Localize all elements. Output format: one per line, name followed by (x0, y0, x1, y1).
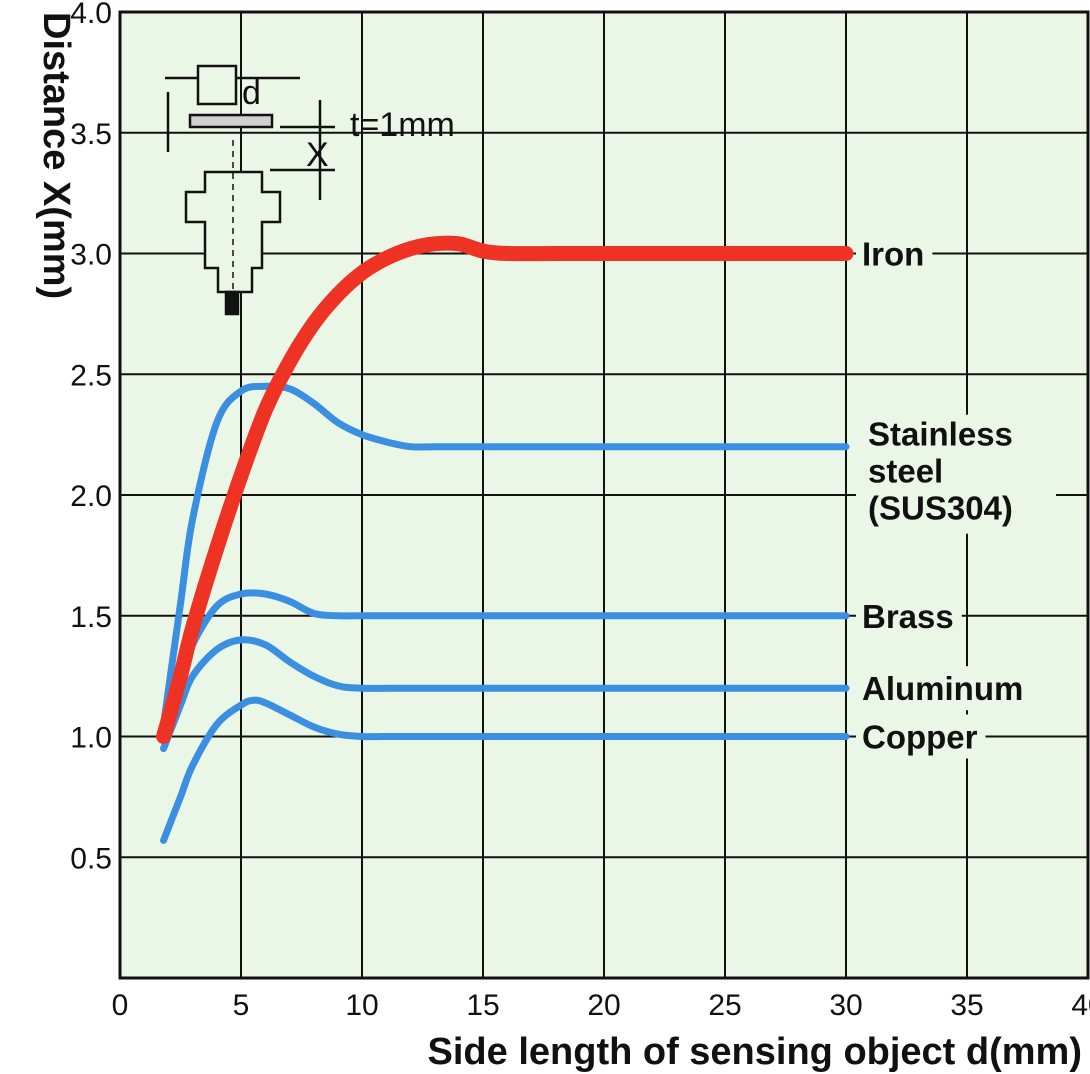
series-line-copper (160, 696, 850, 844)
y-tick-label: 2.0 (70, 480, 112, 513)
x-tick-label: 35 (950, 989, 983, 1022)
label-background (856, 593, 962, 638)
series-label-aluminum: Aluminum (862, 670, 1023, 707)
series-label-iron: Iron (862, 236, 924, 273)
inset-t-label: t=1mm (350, 106, 455, 144)
x-tick-label: 5 (233, 989, 250, 1022)
sensing-object-square (196, 64, 238, 106)
y-axis-title: Distance X(mm) (35, 12, 77, 299)
series-label-line: Stainless (868, 416, 1013, 453)
series-label-line: steel (868, 453, 943, 490)
x-tick-label: 30 (829, 989, 862, 1022)
inset-d-label: d (242, 74, 261, 112)
series-labels: Iron Stainless steel (SUS304) Brass Aluminum C… (856, 231, 1056, 759)
label-background (856, 714, 986, 759)
series-label-stainless: Stainless steel (SUS304) (868, 416, 1013, 527)
x-tick-label: 20 (587, 989, 620, 1022)
y-tick-label: 4.0 (70, 0, 112, 30)
series-line-iron (156, 235, 854, 744)
y-tick-label: 3.5 (70, 118, 112, 151)
y-tick-label: 2.5 (70, 359, 112, 392)
series-label-brass: Brass (862, 598, 954, 635)
tick-labels: 0 5 10 15 20 25 30 35 40 0.5 1.0 1.5 2.0 2.5 3.0 3.5 4.0 (70, 0, 1090, 1022)
x-tick-label: 15 (466, 989, 499, 1022)
sensor-diagram-inset (165, 64, 335, 316)
series-line-aluminum (160, 636, 850, 753)
series-line-brass (160, 589, 850, 740)
x-tick-label: 25 (708, 989, 741, 1022)
x-tick-label: 0 (112, 989, 129, 1022)
label-background (856, 666, 1032, 711)
sensor-cable (224, 290, 240, 316)
x-tick-label: 40 (1071, 989, 1090, 1022)
label-background (856, 231, 933, 276)
y-tick-label: 3.0 (70, 239, 112, 272)
x-axis-title: Side length of sensing object d(mm) (428, 1031, 1082, 1073)
inset-x-label: X (306, 136, 329, 174)
plot-frame (118, 10, 1090, 980)
y-tick-label: 0.5 (70, 842, 112, 875)
series-label-copper: Copper (862, 719, 978, 756)
x-tick-label: 10 (345, 989, 378, 1022)
label-background (856, 414, 1056, 534)
series-line-stainless (160, 382, 850, 728)
series-label-line: (SUS304) (868, 490, 1013, 527)
series-lines (156, 235, 854, 844)
y-tick-label: 1.5 (70, 601, 112, 634)
sensing-plate (188, 113, 274, 129)
y-tick-label: 1.0 (70, 722, 112, 755)
